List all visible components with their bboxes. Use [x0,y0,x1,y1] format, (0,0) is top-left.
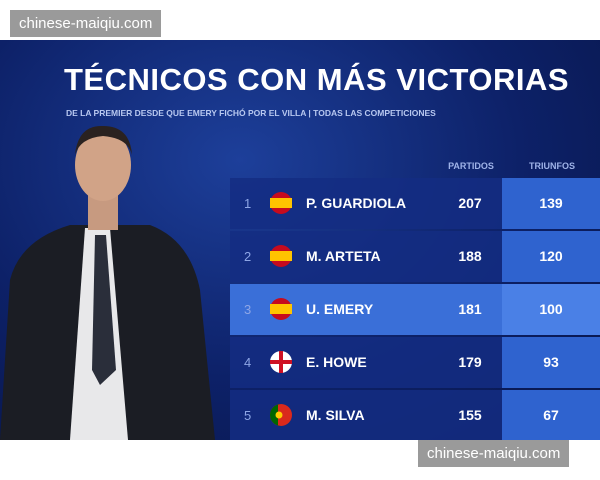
flag-icon [270,404,292,426]
wins: 93 [502,337,600,388]
wins: 67 [502,390,600,440]
coach-name: M. ARTETA [306,248,381,264]
table-row: 4 E. HOWE 179 93 [230,337,600,388]
wins: 139 [502,178,600,229]
coach-photo [0,125,215,440]
rank: 4 [244,355,252,370]
watermark: chinese-maiqiu.com [418,440,570,467]
coach-name: P. GUARDIOLA [306,195,407,211]
column-header: TRIUNFOS [529,161,575,171]
rank: 5 [244,408,252,423]
subtitle: DE LA PREMIER DESDE QUE EMERY FICHÓ POR … [66,108,436,118]
coach-name: E. HOWE [306,354,367,370]
infographic: TÉCNICOS CON MÁS VICTORIAS DE LA PREMIER… [0,40,600,440]
coach-name: M. SILVA [306,407,365,423]
watermark: chinese-maiqiu.com [10,10,162,37]
flag-icon [270,351,292,373]
rank: 2 [244,249,252,264]
flag-icon [270,298,292,320]
matches: 207 [458,195,482,211]
rank: 1 [244,196,252,211]
matches: 155 [458,407,482,423]
title: TÉCNICOS CON MÁS VICTORIAS [64,62,570,97]
table-row: 1 P. GUARDIOLA 207 139 [230,178,600,229]
table-row: 2 M. ARTETA 188 120 [230,231,600,282]
coach-name: U. EMERY [306,301,374,317]
column-header: PARTIDOS [448,161,494,171]
wins: 100 [502,284,600,335]
table-row: 5 M. SILVA 155 67 [230,390,600,440]
matches: 188 [458,248,482,264]
matches: 181 [458,301,482,317]
table-row: 3 U. EMERY 181 100 [230,284,600,335]
wins: 120 [502,231,600,282]
flag-icon [270,192,292,214]
matches: 179 [458,354,482,370]
rank: 3 [244,302,252,317]
flag-icon [270,245,292,267]
